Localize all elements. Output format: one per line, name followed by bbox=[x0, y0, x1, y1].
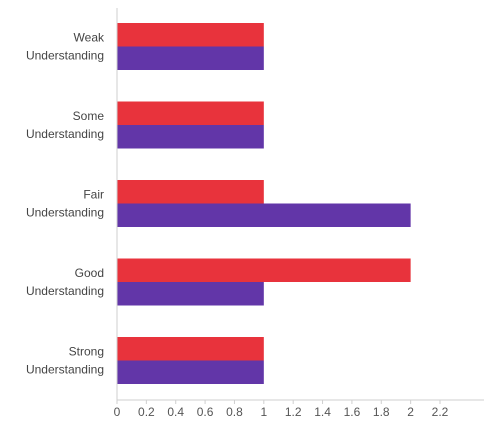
category-label: Understanding bbox=[26, 206, 104, 220]
x-tick-label: 0.2 bbox=[138, 405, 155, 419]
category-label: Some bbox=[73, 109, 105, 123]
category-label: Understanding bbox=[26, 127, 104, 141]
category-label: Understanding bbox=[26, 363, 104, 377]
x-tick-label: 0.4 bbox=[167, 405, 184, 419]
category-label: Understanding bbox=[26, 49, 104, 63]
bar-1-some-understanding bbox=[117, 101, 264, 125]
category-label: Strong bbox=[69, 345, 104, 359]
bar-2-some-understanding bbox=[117, 125, 264, 149]
x-tick-label: 0.8 bbox=[226, 405, 243, 419]
category-label: Good bbox=[75, 266, 104, 280]
axes-layer bbox=[116, 8, 484, 401]
bar-1-strong-understanding bbox=[117, 337, 264, 361]
bar-2-fair-understanding bbox=[117, 203, 411, 227]
y-axis-labels: Weak Understanding Some Understanding Fair Un… bbox=[26, 31, 105, 377]
bar-1-weak-understanding bbox=[117, 23, 264, 47]
bar-1-good-understanding bbox=[117, 258, 411, 282]
x-tick-label: 1 bbox=[260, 405, 267, 419]
category-label: Understanding bbox=[26, 284, 104, 298]
x-tick-label: 2.2 bbox=[432, 405, 449, 419]
x-tick-label: 2 bbox=[407, 405, 414, 419]
bar-2-strong-understanding bbox=[117, 360, 264, 384]
x-tick-label: 1.4 bbox=[314, 405, 331, 419]
bar-1-fair-understanding bbox=[117, 180, 264, 204]
bar-2-good-understanding bbox=[117, 282, 264, 306]
x-tick-label: 0.6 bbox=[197, 405, 214, 419]
x-tick-label: 1.2 bbox=[285, 405, 302, 419]
bar-2-weak-understanding bbox=[117, 46, 264, 70]
category-label: Fair bbox=[83, 188, 104, 202]
x-tick-label: 1.8 bbox=[373, 405, 390, 419]
x-tick-label: 1.6 bbox=[344, 405, 361, 419]
bars-layer bbox=[117, 23, 411, 384]
x-tick-label: 0 bbox=[114, 405, 121, 419]
x-axis-ticks: 0 0.2 0.4 0.6 0.8 1 1.2 1.4 1.6 1.8 2 2.2 bbox=[114, 400, 449, 419]
category-label: Weak bbox=[74, 31, 105, 45]
